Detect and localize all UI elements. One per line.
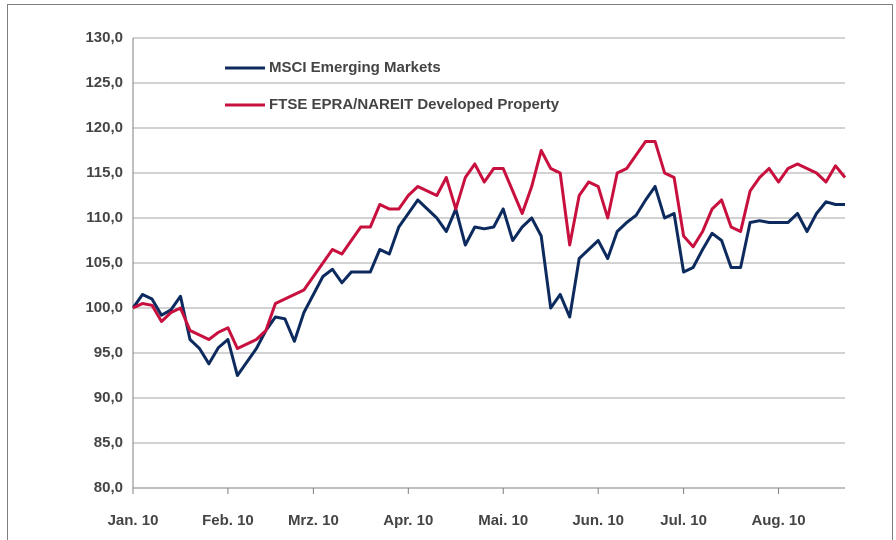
x-tick-label: Mrz. 10 [288, 512, 339, 529]
y-tick-label: 125,0 [85, 74, 123, 91]
y-tick-label: 85,0 [94, 434, 123, 451]
chart-frame [7, 4, 893, 540]
y-tick-label: 130,0 [85, 29, 123, 46]
x-tick-label: Jun. 10 [572, 512, 624, 529]
legend-label: MSCI Emerging Markets [269, 59, 441, 76]
x-tick-label: Feb. 10 [202, 512, 254, 529]
x-tick-label: Jan. 10 [108, 512, 159, 529]
y-tick-label: 120,0 [85, 119, 123, 136]
x-tick-label: Jul. 10 [660, 512, 707, 529]
y-tick-label: 105,0 [85, 254, 123, 271]
x-tick-label: Aug. 10 [751, 512, 805, 529]
legend-label: FTSE EPRA/NAREIT Developed Property [269, 96, 560, 113]
y-tick-label: 95,0 [94, 344, 123, 361]
y-tick-label: 110,0 [86, 209, 123, 226]
x-tick-label: Apr. 10 [383, 512, 433, 529]
x-tick-label: Mai. 10 [478, 512, 528, 529]
y-tick-label: 80,0 [94, 479, 123, 496]
series-line [131, 185, 845, 377]
y-tick-label: 90,0 [94, 389, 123, 406]
y-tick-label: 115,0 [86, 164, 123, 181]
y-tick-label: 100,0 [85, 299, 123, 316]
series-line [132, 140, 847, 350]
